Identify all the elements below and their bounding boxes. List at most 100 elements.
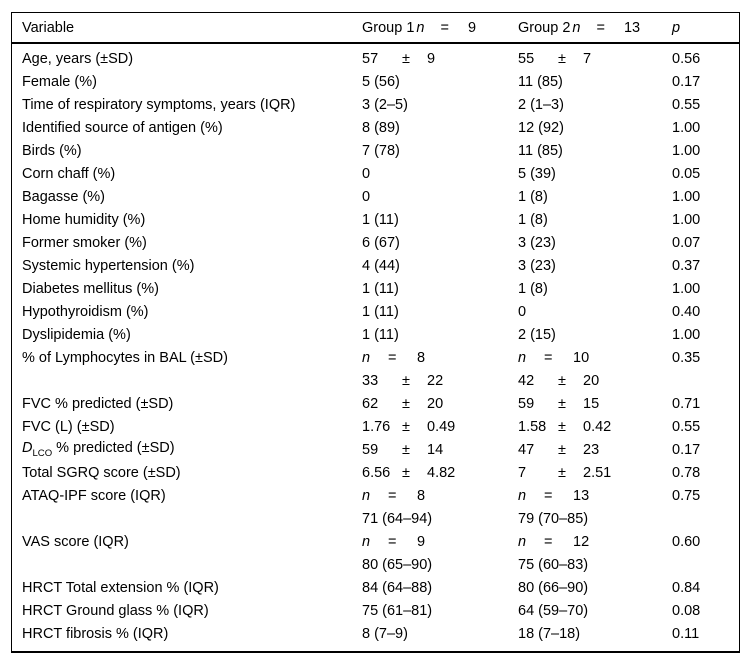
- table-row: FVC (L) (±SD) 1.76 ±0.49 1.58 ±0.42 0.55: [22, 415, 739, 438]
- sd-value: 9: [427, 50, 436, 67]
- variable-cell: HRCT Total extension % (IQR): [22, 579, 219, 596]
- group1-cell: 59 ±14: [362, 442, 518, 458]
- mean-value: 55: [518, 50, 535, 67]
- cell-value: 64 (59–70): [518, 602, 589, 619]
- mean-value: 62: [362, 395, 379, 412]
- table-row: FVC % predicted (±SD) 62 ±20 59 ±15 0.71: [22, 392, 739, 415]
- equals-symbol: =: [544, 349, 553, 366]
- cell-value: 11 (85): [518, 73, 563, 90]
- cell-value: 75 (60–83): [518, 556, 589, 573]
- group1-cell: 1 (11): [362, 281, 518, 297]
- table-row: % of Lymphocytes in BAL (±SD) n = 8 n = 10 0…: [22, 346, 739, 369]
- group2-cell: 80 (66–90): [518, 580, 672, 596]
- group2-cell: 55 ±7: [518, 51, 672, 67]
- cell-value: 1 (8): [518, 188, 548, 205]
- cell-value: 79 (70–85): [518, 510, 589, 527]
- variable-cell: Dyslipidemia (%): [22, 326, 131, 343]
- plus-minus-symbol: ±: [402, 441, 410, 458]
- table-row: Bagasse (%) 0 1 (8) 1.00: [22, 185, 739, 208]
- dlco-subscript: LCO: [32, 447, 53, 459]
- group1-cell: 71 (64–94): [362, 511, 518, 527]
- group1-cell: 1 (11): [362, 304, 518, 320]
- variable-cell: Female (%): [22, 73, 97, 90]
- p-value-cell: 0.05: [672, 165, 701, 182]
- variable-cell: Former smoker (%): [22, 234, 147, 251]
- variable-cell: % of Lymphocytes in BAL (±SD): [22, 349, 228, 366]
- n-value: 8: [417, 349, 426, 366]
- group1-cell: 1 (11): [362, 212, 518, 228]
- variable-cell: Diabetes mellitus (%): [22, 280, 159, 297]
- n-value: 10: [573, 349, 590, 366]
- group1-cell: 5 (56): [362, 74, 518, 90]
- cell-value: 0: [362, 188, 371, 205]
- p-value-cell: 0.17: [672, 73, 701, 90]
- group1-n-value: 9: [467, 19, 477, 36]
- group2-cell: 3 (23): [518, 258, 672, 274]
- cell-value: 4 (44): [362, 257, 400, 274]
- p-value-cell: 1.00: [672, 280, 701, 297]
- group1-cell: 1 (11): [362, 327, 518, 343]
- mean-value: 6.56: [362, 464, 391, 481]
- group2-name: Group 2: [518, 19, 571, 36]
- sd-value: 0.49: [427, 418, 456, 435]
- n-symbol: n: [362, 533, 371, 550]
- group1-cell: 1.76 ±0.49: [362, 419, 518, 435]
- group2-cell: 59 ±15: [518, 396, 672, 412]
- p-column-header: p: [672, 19, 681, 36]
- group1-cell: 57 ±9: [362, 51, 518, 67]
- cell-value: 1 (8): [518, 211, 548, 228]
- variable-cell: Home humidity (%): [22, 211, 146, 228]
- group1-cell: 6.56 ±4.82: [362, 465, 518, 481]
- cell-value: 1 (11): [362, 303, 399, 320]
- equals-symbol: =: [388, 533, 397, 550]
- p-value-cell: 1.00: [672, 211, 701, 228]
- p-value-cell: 0.75: [672, 487, 701, 504]
- group2-cell: 5 (39): [518, 166, 672, 182]
- cell-value: 8 (89): [362, 119, 400, 136]
- plus-minus-symbol: ±: [402, 50, 410, 67]
- cell-value: 1 (11): [362, 326, 399, 343]
- p-value-cell: 0.55: [672, 418, 701, 435]
- group2-cell: n = 12: [518, 534, 672, 550]
- sd-value: 15: [583, 395, 600, 412]
- p-value-cell: 0.17: [672, 441, 701, 458]
- table-row: Total SGRQ score (±SD) 6.56 ±4.82 7 ±2.51 …: [22, 461, 739, 484]
- variable-cell: DLCO % predicted (±SD): [22, 440, 175, 459]
- plus-minus-symbol: ±: [558, 418, 566, 435]
- variable-cell: VAS score (IQR): [22, 533, 129, 550]
- group2-cell: 11 (85): [518, 143, 672, 159]
- table-row: 80 (65–90) 75 (60–83): [22, 553, 739, 576]
- group2-cell: 64 (59–70): [518, 603, 672, 619]
- variable-cell: HRCT Ground glass % (IQR): [22, 602, 209, 619]
- group1-cell: 3 (2–5): [362, 97, 518, 113]
- group2-cell: 3 (23): [518, 235, 672, 251]
- cell-value: 3 (23): [518, 257, 556, 274]
- variable-cell: Bagasse (%): [22, 188, 106, 205]
- plus-minus-symbol: ±: [558, 50, 566, 67]
- sd-value: 23: [583, 441, 600, 458]
- variable-cell: FVC % predicted (±SD): [22, 395, 174, 412]
- mean-value: 33: [362, 372, 379, 389]
- table-row: Former smoker (%) 6 (67) 3 (23) 0.07: [22, 231, 739, 254]
- table-row: Home humidity (%) 1 (11) 1 (8) 1.00: [22, 208, 739, 231]
- group2-cell: 42 ±20: [518, 373, 672, 389]
- p-value-cell: 0.78: [672, 464, 701, 481]
- group2-equals: =: [596, 19, 605, 36]
- mean-value: 7: [518, 464, 527, 481]
- cell-value: 8 (7–9): [362, 625, 408, 642]
- cell-value: 3 (23): [518, 234, 556, 251]
- p-value-cell: 0.55: [672, 96, 701, 113]
- group1-cell: 62 ±20: [362, 396, 518, 412]
- equals-symbol: =: [544, 487, 553, 504]
- p-value-cell: 0.11: [672, 625, 700, 642]
- cell-value: 1 (8): [518, 280, 548, 297]
- table-row: Female (%) 5 (56) 11 (85) 0.17: [22, 70, 739, 93]
- n-symbol: n: [518, 349, 527, 366]
- group2-n-value: 13: [623, 19, 641, 36]
- group2-cell: 1 (8): [518, 281, 672, 297]
- p-value-cell: 0.60: [672, 533, 701, 550]
- table-row: VAS score (IQR) n = 9 n = 12 0.60: [22, 530, 739, 553]
- table-row: Systemic hypertension (%) 4 (44) 3 (23) …: [22, 254, 739, 277]
